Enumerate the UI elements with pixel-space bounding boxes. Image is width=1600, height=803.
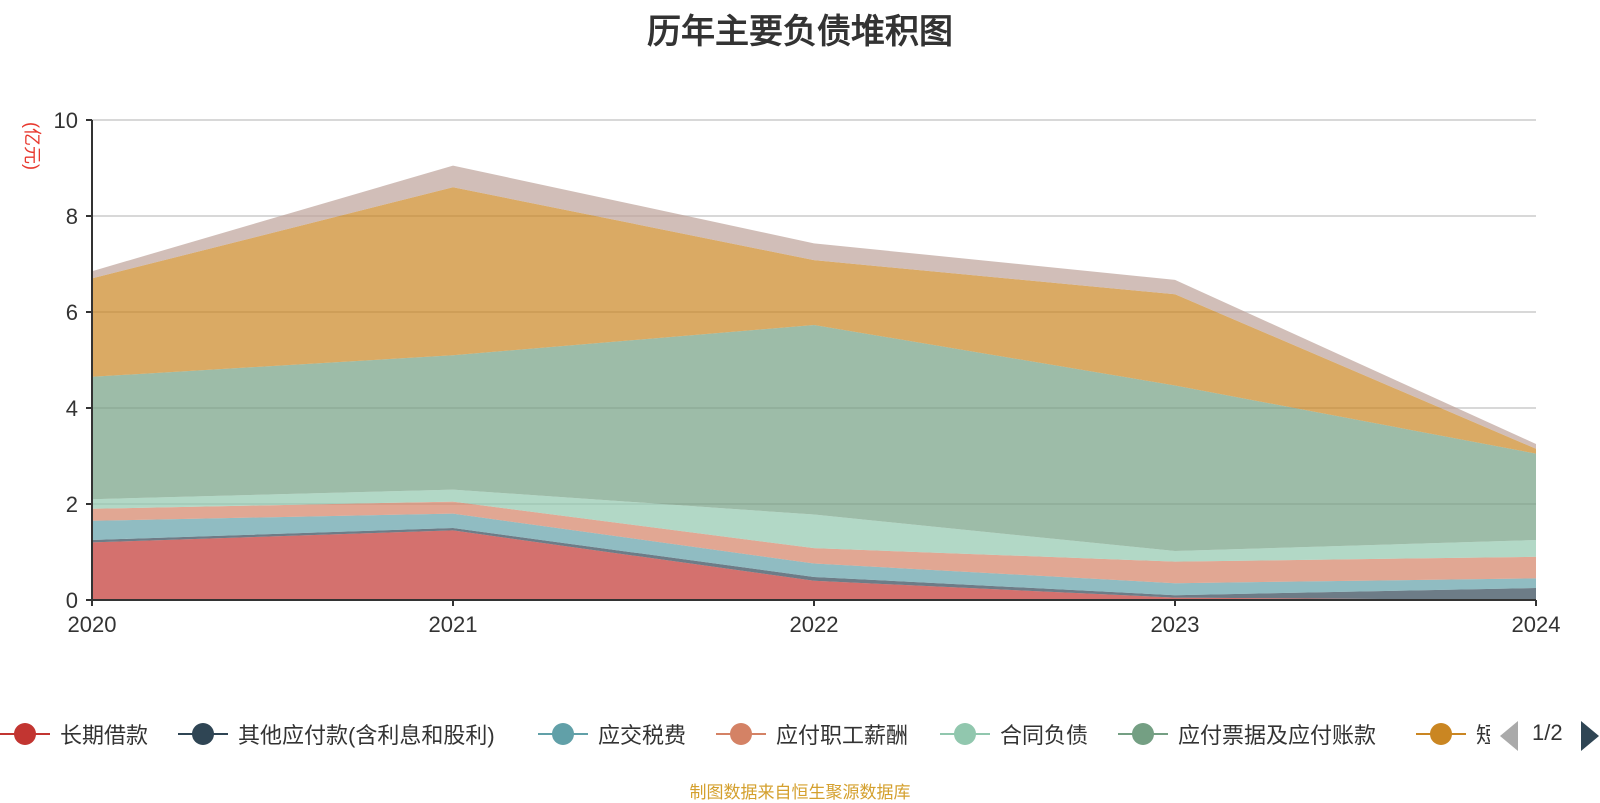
y-tick-label: 4 (66, 396, 78, 421)
legend-label: 应付职工薪酬 (776, 723, 909, 748)
area-series-6[interactable] (92, 187, 1536, 454)
legend: 长期借款 其他应付款(含利息和股利) 应交税费 应付职工薪酬 合同负债 应付票据… (0, 712, 1490, 756)
area-series-0[interactable] (92, 530, 1536, 600)
legend-marker-icon (940, 722, 990, 746)
legend-prev-page-icon[interactable] (1500, 721, 1518, 751)
legend-item-taxes-payable[interactable]: 应交税费 (538, 712, 686, 756)
chart-area: 0 2 4 6 8 10 2020 2021 2022 2023 2024 (亿元) (22, 108, 1561, 637)
legend-label: 其他应付款(含利息和股利) (238, 723, 495, 748)
chart-title: 历年主要负债堆积图 (647, 13, 953, 51)
legend-label: 合同负债 (1000, 723, 1089, 748)
legend-item-employee-payables[interactable]: 应付职工薪酬 (716, 712, 908, 756)
legend-marker-icon (1416, 722, 1466, 746)
stacked-areas (92, 165, 1536, 600)
legend-label: 短 (1476, 723, 1490, 748)
legend-label: 应交税费 (598, 723, 687, 748)
data-source-note: 制图数据来自恒生聚源数据库 (689, 783, 911, 802)
area-series-3[interactable] (92, 501, 1536, 584)
axes: 0 2 4 6 8 10 2020 2021 2022 2023 2024 (54, 108, 1561, 637)
legend-item-other-payables[interactable]: 其他应付款(含利息和股利) (178, 712, 495, 756)
legend-marker-icon (538, 722, 588, 746)
legend-pager: 1/2 (1500, 718, 1600, 752)
legend-item-contract-liabilities[interactable]: 合同负债 (940, 712, 1088, 756)
y-axis-unit-label: (亿元) (22, 122, 42, 170)
x-tick-label: 2020 (68, 612, 117, 637)
area-series-4[interactable] (92, 489, 1536, 562)
legend-next-page-icon[interactable] (1581, 721, 1599, 751)
legend-item-notes-accounts-payable[interactable]: 应付票据及应付账款 (1118, 712, 1376, 756)
legend-page-indicator: 1/2 (1532, 720, 1563, 745)
y-tick-label: 10 (54, 108, 78, 133)
y-tick-label: 8 (66, 204, 78, 229)
area-series-2[interactable] (92, 513, 1536, 596)
x-tick-label: 2021 (429, 612, 478, 637)
area-series-5[interactable] (92, 324, 1536, 552)
legend-item-long-term-loan[interactable]: 长期借款 (0, 712, 148, 756)
x-tick-label: 2024 (1512, 612, 1561, 637)
legend-label: 应付票据及应付账款 (1178, 723, 1377, 748)
y-tick-label: 6 (66, 300, 78, 325)
legend-marker-icon (716, 722, 766, 746)
legend-marker-icon (1118, 722, 1168, 746)
legend-marker-icon (178, 722, 228, 746)
legend-marker-icon (0, 722, 50, 746)
x-tick-label: 2022 (790, 612, 839, 637)
y-tick-label: 0 (66, 588, 78, 613)
y-tick-label: 2 (66, 492, 78, 517)
legend-item-short-term-loan[interactable]: 短 (1416, 712, 1490, 756)
area-series-1[interactable] (92, 528, 1536, 600)
legend-label: 长期借款 (60, 723, 149, 748)
x-tick-label: 2023 (1151, 612, 1200, 637)
